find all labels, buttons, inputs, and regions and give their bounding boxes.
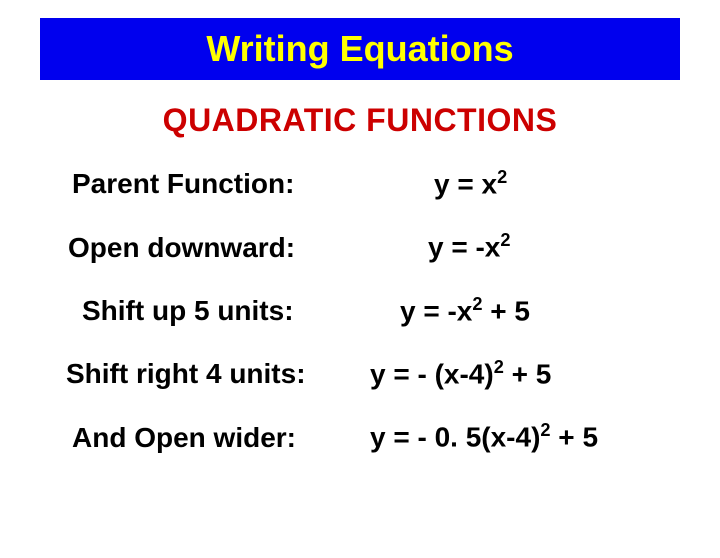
eq-prefix: y = -x	[400, 295, 472, 326]
row-open-wider: And Open wider: y = - 0. 5(x-4)2 + 5	[64, 420, 656, 453]
label-open-downward: Open downward:	[64, 232, 364, 264]
equation-open-downward: y = -x2	[364, 230, 511, 263]
eq-superscript: 2	[494, 357, 504, 377]
eq-prefix: y = x	[434, 168, 497, 199]
eq-superscript: 2	[500, 230, 510, 250]
label-shift-up: Shift up 5 units:	[64, 295, 364, 327]
slide-subtitle: QUADRATIC FUNCTIONS	[0, 102, 720, 139]
eq-prefix: y = -x	[428, 232, 500, 263]
eq-superscript: 2	[540, 420, 550, 440]
equation-parent-function: y = x2	[364, 167, 507, 200]
eq-suffix: + 5	[504, 358, 551, 389]
label-shift-right: Shift right 4 units:	[64, 358, 364, 390]
eq-superscript: 2	[497, 167, 507, 187]
row-shift-up: Shift up 5 units: y = -x2 + 5	[64, 294, 656, 327]
eq-superscript: 2	[472, 294, 482, 314]
slide-title: Writing Equations	[206, 28, 513, 69]
equation-shift-right: y = - (x-4)2 + 5	[364, 357, 551, 390]
row-open-downward: Open downward: y = -x2	[64, 230, 656, 263]
equation-shift-up: y = -x2 + 5	[364, 294, 530, 327]
eq-prefix: y = - (x-4)	[370, 358, 494, 389]
row-shift-right: Shift right 4 units: y = - (x-4)2 + 5	[64, 357, 656, 390]
equation-open-wider: y = - 0. 5(x-4)2 + 5	[364, 420, 598, 453]
content-area: Parent Function: y = x2 Open downward: y…	[0, 167, 720, 454]
title-bar: Writing Equations	[40, 18, 680, 80]
label-open-wider: And Open wider:	[64, 422, 364, 454]
row-parent-function: Parent Function: y = x2	[64, 167, 656, 200]
eq-prefix: y = - 0. 5(x-4)	[370, 422, 540, 453]
eq-suffix: + 5	[551, 422, 598, 453]
label-parent-function: Parent Function:	[64, 168, 364, 200]
eq-suffix: + 5	[483, 295, 530, 326]
